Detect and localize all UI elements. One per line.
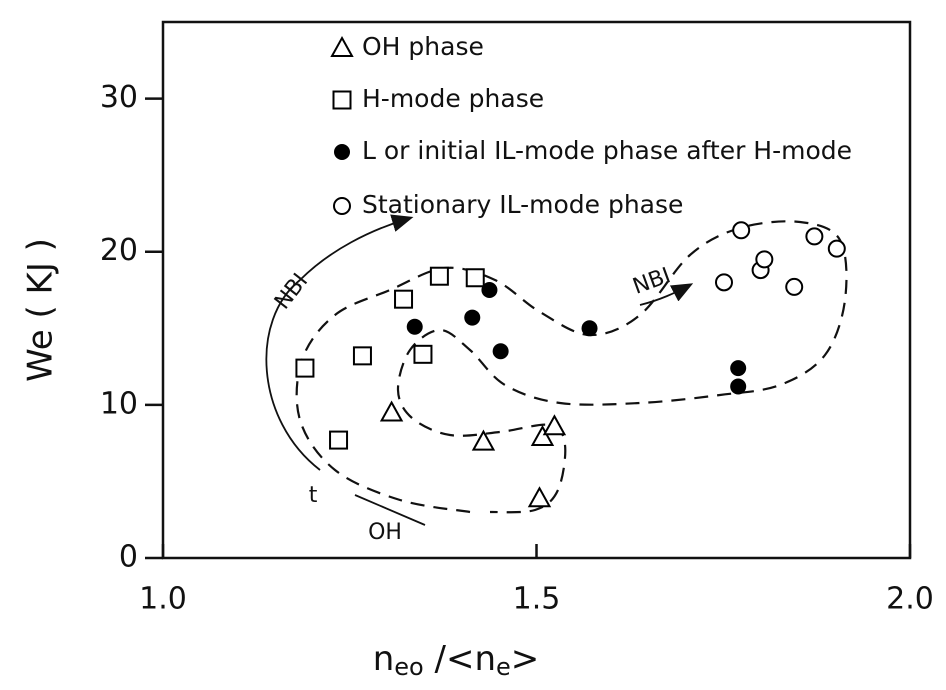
open-circle-marker xyxy=(827,239,846,258)
square-marker xyxy=(352,346,372,366)
x-tick-label: 1.0 xyxy=(139,582,187,617)
open-circle-marker xyxy=(714,273,733,292)
square-marker xyxy=(329,430,349,450)
filled-circle-marker xyxy=(406,318,423,335)
oh-arrow xyxy=(354,494,426,526)
x-tick-label: 1.5 xyxy=(513,582,561,617)
y-tick-label: 0 xyxy=(119,540,138,575)
annotation: t xyxy=(309,483,318,508)
filled-circle-marker xyxy=(481,282,498,298)
triangle-marker xyxy=(471,429,496,451)
annotation: NBI xyxy=(270,269,313,314)
triangle-marker xyxy=(542,414,567,436)
open-circle-marker xyxy=(333,197,351,215)
open-circle-marker xyxy=(805,227,824,246)
square-marker xyxy=(413,344,433,364)
y-tick-label: 10 xyxy=(100,386,138,421)
filled-circle-marker xyxy=(730,378,747,395)
open-circle-marker xyxy=(755,250,774,269)
nbi-arrow xyxy=(639,283,694,306)
annotation: NBI xyxy=(630,263,674,300)
legend-label: L or initial IL-mode phase after H-mode xyxy=(362,136,852,165)
y-axis-title: We ( KJ ) xyxy=(21,238,61,382)
contour xyxy=(295,220,848,514)
square-marker xyxy=(465,268,485,288)
filled-circle-marker xyxy=(464,309,481,326)
square-marker xyxy=(295,358,315,378)
triangle-marker xyxy=(379,400,404,422)
annotation: OH xyxy=(368,520,402,545)
square-marker xyxy=(394,289,414,309)
legend-label: H-mode phase xyxy=(362,84,544,113)
open-circle-marker xyxy=(732,221,751,240)
y-tick-label: 20 xyxy=(100,233,138,268)
filled-circle-marker xyxy=(492,343,509,360)
x-tick-label: 2.0 xyxy=(886,582,934,617)
filled-circle-marker xyxy=(730,360,747,377)
x-axis-title: neo /<ne> xyxy=(373,639,540,682)
legend-label: OH phase xyxy=(362,32,484,61)
triangle-marker xyxy=(330,35,354,57)
nbi-arrow xyxy=(265,214,414,471)
legend-label: Stationary IL-mode phase xyxy=(362,190,683,219)
open-circle-marker xyxy=(785,277,804,296)
square-marker xyxy=(332,90,352,110)
triangle-marker xyxy=(527,486,552,508)
triangle-marker xyxy=(530,424,555,447)
filled-circle-marker xyxy=(334,144,350,160)
square-marker xyxy=(429,266,449,286)
filled-circle-marker xyxy=(581,320,598,337)
y-tick-label: 30 xyxy=(100,80,138,115)
